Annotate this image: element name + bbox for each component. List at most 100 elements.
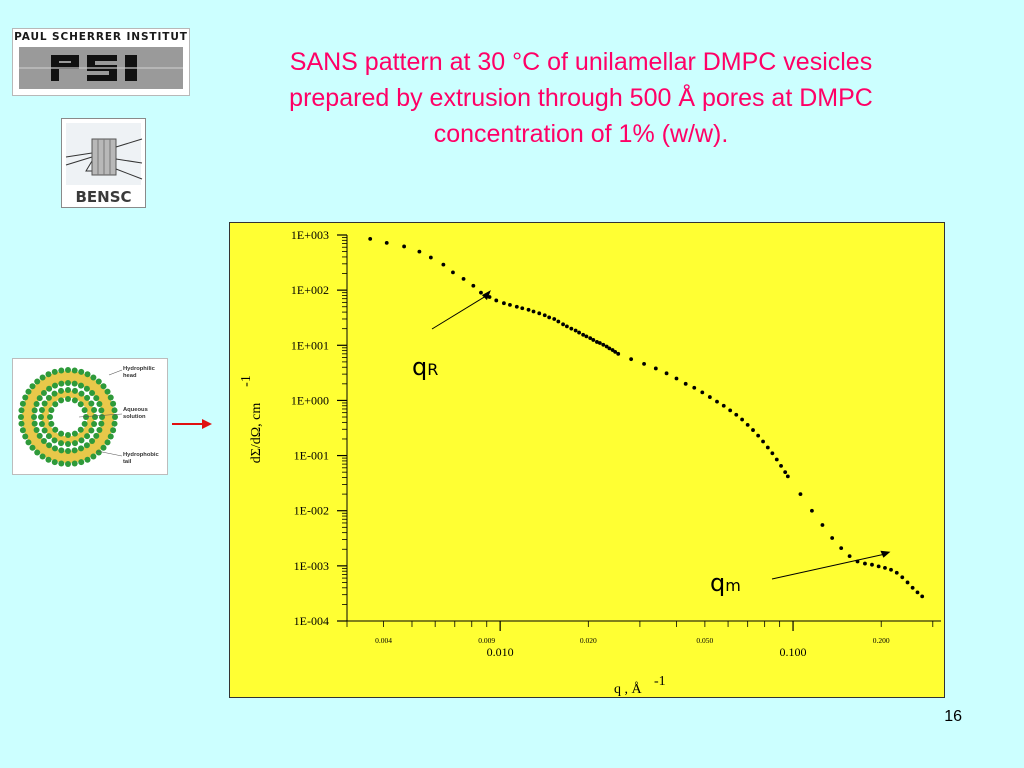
head-group [92, 414, 98, 420]
annotation-qm: qm [710, 569, 741, 597]
head-group [84, 394, 91, 401]
head-group [88, 427, 95, 434]
arrow-qR-line [431, 293, 490, 330]
head-group [40, 389, 47, 396]
head-group [81, 407, 88, 414]
y-tick-label: 1E-004 [294, 614, 329, 628]
head-group [110, 427, 117, 434]
x-major-tick-label: 0.100 [780, 645, 807, 659]
x-axis-title-exponent: -1 [654, 674, 666, 689]
data-point [531, 309, 536, 314]
data-point [756, 433, 761, 438]
head-group [88, 400, 95, 407]
data-point [428, 255, 433, 260]
data-point [384, 240, 389, 245]
head-group [78, 368, 85, 375]
head-group [52, 401, 59, 408]
head-group [71, 447, 78, 454]
head-group [48, 420, 55, 427]
head-group [65, 367, 71, 373]
data-point [494, 298, 499, 303]
head-group [45, 394, 52, 401]
data-point [479, 290, 483, 295]
psi-name-text: PAUL SCHERRER INSTITUT [14, 31, 188, 43]
x-minor-tick-label: 0.020 [580, 636, 597, 645]
head-group [77, 426, 84, 433]
data-point [910, 585, 915, 590]
head-group [83, 414, 89, 420]
head-group [46, 385, 53, 392]
head-group [58, 460, 65, 467]
data-point [870, 562, 874, 567]
data-point [653, 366, 658, 371]
bensc-logo: BENSC [61, 118, 146, 208]
data-point [761, 439, 765, 444]
data-point [798, 492, 803, 497]
title-line-2: prepared by extrusion through 500 Å pore… [289, 84, 873, 112]
head-group [51, 390, 58, 397]
head-group [18, 407, 25, 414]
head-group [93, 432, 100, 439]
head-group [39, 374, 46, 381]
head-group [65, 448, 71, 454]
head-group [90, 453, 97, 460]
data-point [604, 344, 609, 349]
inner-tail-band [41, 390, 95, 444]
head-group [65, 396, 71, 402]
head-group [96, 427, 103, 434]
head-group [45, 456, 52, 463]
data-point [810, 508, 814, 513]
bensc-name-text: BENSC [75, 188, 132, 206]
head-group [111, 407, 118, 414]
data-point [556, 319, 561, 324]
data-point [616, 351, 621, 356]
x-axis-title: q , Å [614, 681, 643, 697]
head-group [58, 440, 65, 447]
head-group [112, 414, 118, 420]
data-point [368, 236, 373, 241]
data-point [537, 311, 542, 316]
slide-title: SANS pattern at 30 °C of unilamellar DMP… [236, 44, 926, 152]
data-point [920, 594, 925, 599]
data-point [900, 575, 905, 580]
head-group [65, 461, 71, 467]
head-group [34, 378, 41, 385]
head-group [58, 387, 65, 394]
data-point [581, 332, 586, 337]
data-point [740, 417, 745, 422]
y-tick-label: 1E-001 [294, 449, 329, 463]
head-group [51, 437, 58, 444]
arrow-qm-head [880, 550, 891, 558]
head-group [90, 374, 97, 381]
head-group [41, 427, 48, 434]
data-point [564, 324, 569, 329]
data-point [839, 546, 844, 550]
head-group [110, 400, 117, 407]
head-group [51, 459, 58, 466]
data-point [601, 342, 606, 347]
head-group [25, 439, 32, 446]
head-group [91, 407, 98, 414]
data-point [613, 349, 618, 354]
head-group [41, 400, 48, 407]
label-aqueous-solution: Aqueous solution [123, 407, 148, 420]
vesicle-graphic [18, 367, 123, 467]
data-point [642, 361, 646, 366]
annotation-qm-sub: m [725, 576, 741, 595]
leader-tail [96, 450, 123, 457]
head-group [84, 433, 91, 440]
head-group [47, 414, 53, 420]
head-group [99, 414, 105, 420]
data-point [847, 554, 852, 559]
head-group [25, 388, 32, 395]
head-group [22, 394, 29, 401]
data-point [876, 564, 881, 569]
head-group [81, 420, 88, 427]
data-point [508, 302, 512, 307]
data-point [779, 463, 783, 468]
head-group [51, 445, 58, 452]
data-point [552, 317, 557, 321]
head-group [98, 407, 105, 414]
data-point [595, 340, 599, 344]
data-point [785, 474, 790, 479]
